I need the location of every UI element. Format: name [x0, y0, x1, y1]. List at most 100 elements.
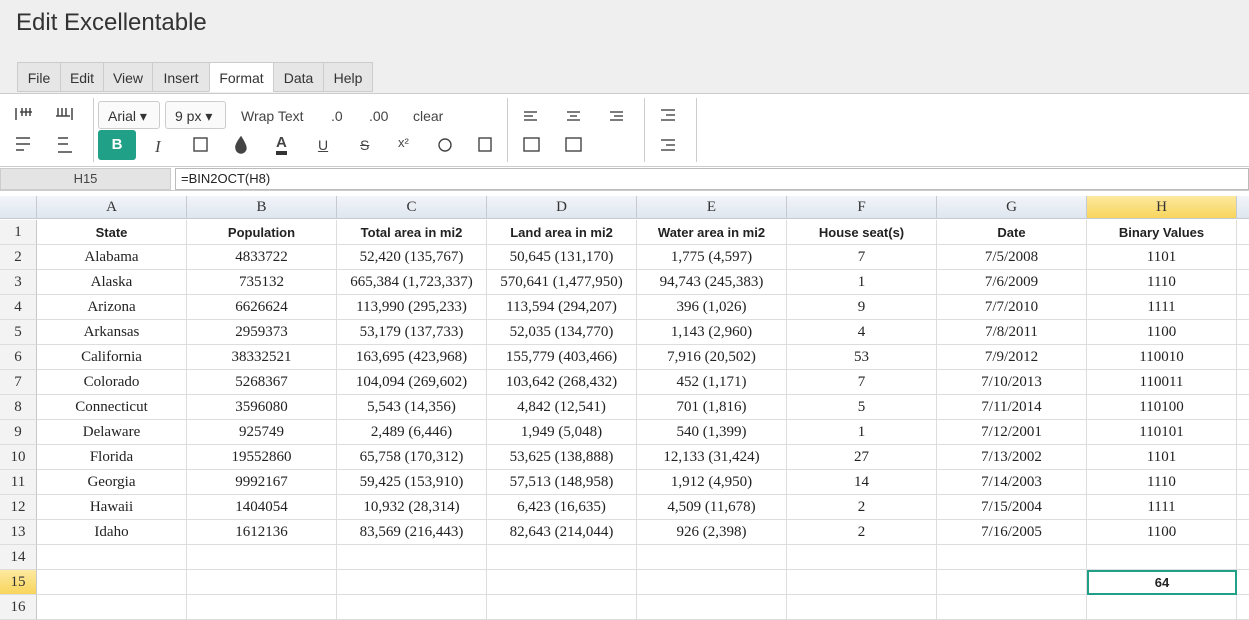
- cell[interactable]: [637, 570, 787, 595]
- cell[interactable]: 1101: [1087, 445, 1237, 470]
- cell[interactable]: 7/13/2002: [937, 445, 1087, 470]
- row-header[interactable]: 11: [0, 470, 37, 495]
- cell[interactable]: 113,990 (295,233): [337, 295, 487, 320]
- cell[interactable]: 50,645 (131,170): [487, 245, 637, 270]
- cell[interactable]: 103,642 (268,432): [487, 370, 637, 395]
- cell[interactable]: 113,594 (294,207): [487, 295, 637, 320]
- cell[interactable]: Georgia: [37, 470, 187, 495]
- cell[interactable]: 155,779 (403,466): [487, 345, 637, 370]
- cell[interactable]: 925749: [187, 420, 337, 445]
- wrap-text-button[interactable]: Wrap Text: [241, 108, 304, 124]
- cell[interactable]: Water area in mi2: [637, 220, 787, 245]
- cell[interactable]: Connecticut: [37, 395, 187, 420]
- row-header[interactable]: 4: [0, 295, 37, 320]
- cell[interactable]: 1,949 (5,048): [487, 420, 637, 445]
- cell[interactable]: [787, 545, 937, 570]
- cell[interactable]: 163,695 (423,968): [337, 345, 487, 370]
- cell[interactable]: [1237, 220, 1249, 245]
- cell[interactable]: [787, 570, 937, 595]
- cell[interactable]: 1110: [1087, 470, 1237, 495]
- cell[interactable]: 7/14/2003: [937, 470, 1087, 495]
- cell[interactable]: 110011: [1087, 370, 1237, 395]
- cell[interactable]: 27: [787, 445, 937, 470]
- cell[interactable]: 396 (1,026): [637, 295, 787, 320]
- cell[interactable]: [337, 570, 487, 595]
- cell[interactable]: 53,179 (137,733): [337, 320, 487, 345]
- cell-reference[interactable]: H15: [0, 168, 171, 190]
- cell[interactable]: Binary Values: [1087, 220, 1237, 245]
- cell[interactable]: 57,513 (148,958): [487, 470, 637, 495]
- cell[interactable]: 665,384 (1,723,337): [337, 270, 487, 295]
- cell[interactable]: [937, 595, 1087, 620]
- cell[interactable]: 7/16/2005: [937, 520, 1087, 545]
- cell[interactable]: 9: [787, 295, 937, 320]
- row-header[interactable]: 7: [0, 370, 37, 395]
- cell[interactable]: 2959373: [187, 320, 337, 345]
- cell[interactable]: 52,420 (135,767): [337, 245, 487, 270]
- cell[interactable]: 53,625 (138,888): [487, 445, 637, 470]
- cell[interactable]: 82,643 (214,044): [487, 520, 637, 545]
- cell[interactable]: [487, 570, 637, 595]
- cell[interactable]: 7/6/2009: [937, 270, 1087, 295]
- size-dropdown[interactable]: 9 px ▾: [165, 101, 226, 129]
- row-header[interactable]: 9: [0, 420, 37, 445]
- cell[interactable]: [187, 570, 337, 595]
- cell[interactable]: 735132: [187, 270, 337, 295]
- bold-button[interactable]: B: [98, 130, 136, 160]
- italic-button[interactable]: I: [155, 137, 161, 156]
- cell[interactable]: 38332521: [187, 345, 337, 370]
- menu-tab[interactable]: View: [103, 62, 153, 92]
- cell[interactable]: 110010: [1087, 345, 1237, 370]
- cell[interactable]: [1237, 595, 1249, 620]
- cell[interactable]: Alabama: [37, 245, 187, 270]
- cell[interactable]: Delaware: [37, 420, 187, 445]
- cell[interactable]: 7/8/2011: [937, 320, 1087, 345]
- cell[interactable]: [1237, 320, 1249, 345]
- cell[interactable]: 926 (2,398): [637, 520, 787, 545]
- cell[interactable]: 7/12/2001: [937, 420, 1087, 445]
- cell[interactable]: 3596080: [187, 395, 337, 420]
- column-header[interactable]: C: [337, 196, 487, 219]
- decimal-button[interactable]: .00: [369, 108, 389, 124]
- cell[interactable]: 1101: [1087, 245, 1237, 270]
- row-header[interactable]: 15: [0, 570, 37, 595]
- cell[interactable]: Population: [187, 220, 337, 245]
- cell[interactable]: 4,842 (12,541): [487, 395, 637, 420]
- menu-tab[interactable]: Insert: [152, 62, 210, 92]
- column-header[interactable]: H: [1087, 196, 1237, 219]
- cell[interactable]: 570,641 (1,477,950): [487, 270, 637, 295]
- cell[interactable]: Colorado: [37, 370, 187, 395]
- column-header[interactable]: A: [37, 196, 187, 219]
- cell[interactable]: House seat(s): [787, 220, 937, 245]
- cell[interactable]: 4833722: [187, 245, 337, 270]
- cell[interactable]: 7/9/2012: [937, 345, 1087, 370]
- cell[interactable]: 1: [787, 270, 937, 295]
- cell[interactable]: Land area in mi2: [487, 220, 637, 245]
- cell[interactable]: 1100: [1087, 520, 1237, 545]
- cell[interactable]: Arizona: [37, 295, 187, 320]
- row-header[interactable]: 10: [0, 445, 37, 470]
- cell[interactable]: 6,423 (16,635): [487, 495, 637, 520]
- menu-tab[interactable]: Help: [323, 62, 373, 92]
- superscript-button[interactable]: x²: [398, 135, 409, 150]
- cell[interactable]: [37, 570, 187, 595]
- cell[interactable]: [937, 545, 1087, 570]
- cell[interactable]: 53: [787, 345, 937, 370]
- cell[interactable]: [1087, 545, 1237, 570]
- row-header[interactable]: 1: [0, 220, 37, 245]
- cell[interactable]: [1087, 595, 1237, 620]
- cell[interactable]: 2,489 (6,446): [337, 420, 487, 445]
- row-header[interactable]: 13: [0, 520, 37, 545]
- cell[interactable]: Hawaii: [37, 495, 187, 520]
- cell[interactable]: 14: [787, 470, 937, 495]
- cell[interactable]: [637, 595, 787, 620]
- row-header[interactable]: 6: [0, 345, 37, 370]
- cell[interactable]: [487, 595, 637, 620]
- formula-input[interactable]: =BIN2OCT(H8): [175, 168, 1249, 190]
- cell[interactable]: 110101: [1087, 420, 1237, 445]
- cell[interactable]: 4,509 (11,678): [637, 495, 787, 520]
- cell[interactable]: 7/11/2014: [937, 395, 1087, 420]
- strike-button[interactable]: S: [360, 137, 370, 153]
- cell[interactable]: 59,425 (153,910): [337, 470, 487, 495]
- cell[interactable]: 19552860: [187, 445, 337, 470]
